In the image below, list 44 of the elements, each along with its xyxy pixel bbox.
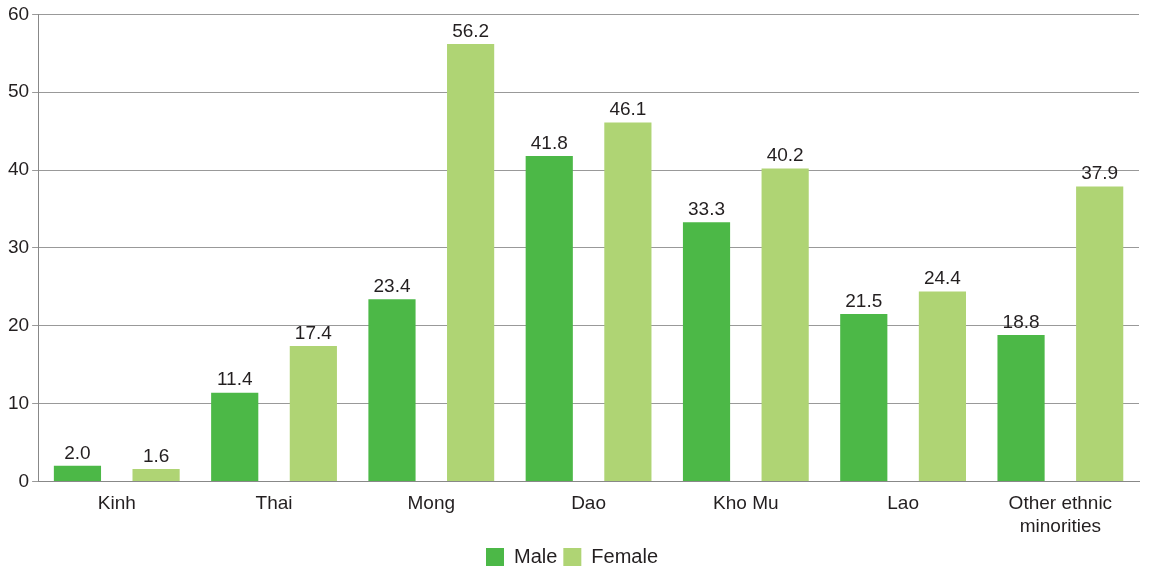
bar <box>525 156 573 481</box>
bar <box>1076 186 1124 481</box>
bar <box>840 314 888 481</box>
y-tick-label: 60 <box>7 2 30 24</box>
bar <box>997 335 1045 481</box>
x-tick-label: Dao <box>571 492 606 514</box>
x-tick-label: Other ethnic minorities <box>1008 492 1113 536</box>
bar <box>132 468 180 481</box>
x-tick-label: Kho Mu <box>713 492 779 514</box>
bar <box>211 392 259 481</box>
data-label: 1.6 <box>142 444 170 466</box>
data-label: 24.4 <box>923 267 962 289</box>
bar <box>604 122 652 481</box>
data-label: 41.8 <box>530 131 568 153</box>
bar <box>682 222 731 481</box>
data-label: 11.4 <box>216 368 253 390</box>
data-label: 17.4 <box>294 321 333 343</box>
data-label: 46.1 <box>609 98 647 120</box>
x-tick-label: Kinh <box>97 492 136 514</box>
y-tick-label: 0 <box>18 469 30 491</box>
bar <box>53 465 102 481</box>
y-tick-label: 20 <box>7 313 30 335</box>
data-label: 21.5 <box>845 289 883 311</box>
data-label: 33.3 <box>688 197 726 219</box>
x-tick-label: Lao <box>887 492 919 514</box>
bar <box>289 345 337 481</box>
bar <box>761 168 809 481</box>
y-tick-label: 30 <box>7 236 30 258</box>
data-label: 40.2 <box>766 144 804 166</box>
y-tick-label: 10 <box>7 391 30 413</box>
bar <box>447 43 495 481</box>
x-tick-label: Thai <box>255 492 293 514</box>
legend-label: Male <box>513 544 558 567</box>
data-label: 18.8 <box>1002 310 1040 332</box>
x-tick-label: Mong <box>407 492 456 514</box>
data-label: 23.4 <box>373 275 411 296</box>
data-label: 37.9 <box>1081 162 1119 184</box>
data-label: 56.2 <box>452 19 490 41</box>
y-tick-label: 50 <box>7 80 30 102</box>
legend-label: Female <box>591 544 659 567</box>
bar <box>918 291 967 481</box>
y-tick-label: 40 <box>7 158 30 180</box>
bar <box>368 299 416 481</box>
data-label: 2.0 <box>64 441 91 463</box>
